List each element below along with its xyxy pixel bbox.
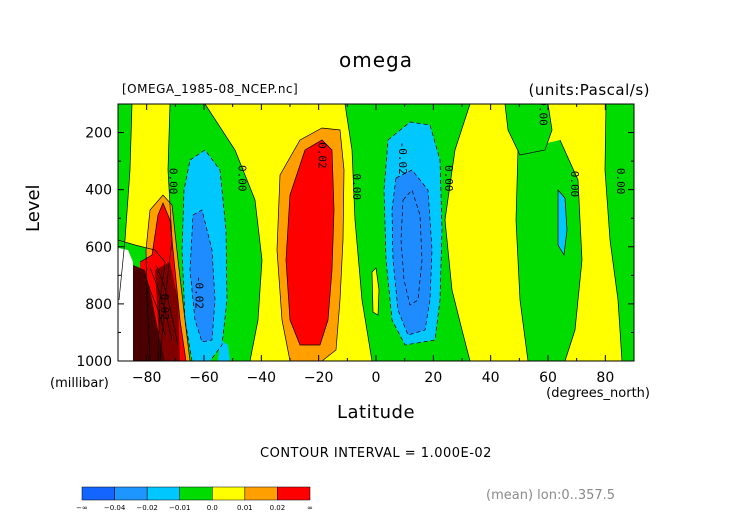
contour-line xyxy=(285,139,335,346)
contour-label: 0.00 xyxy=(568,171,581,198)
y-tick-label: 400 xyxy=(85,183,112,199)
dark-core-80s xyxy=(133,265,165,361)
legend-swatch xyxy=(179,486,213,501)
legend-label: −∞ xyxy=(76,504,88,512)
legend-label: 0.0 xyxy=(207,504,218,512)
red-cell-20s xyxy=(286,140,334,345)
y-tick-label: 800 xyxy=(85,297,112,313)
legend-label: 0.02 xyxy=(270,504,286,512)
contour-line xyxy=(155,264,179,346)
contour-line xyxy=(139,202,187,361)
y-tick-label: 200 xyxy=(85,126,112,142)
contour-label: -0.02 xyxy=(192,276,205,309)
contour-line xyxy=(204,104,263,361)
units-label: (units:Pascal/s) xyxy=(528,81,650,99)
green-band-northpole xyxy=(605,104,634,361)
x-tick-label: −80 xyxy=(132,370,162,386)
x-tick-label: −40 xyxy=(247,370,277,386)
contour-line xyxy=(145,194,191,361)
blue-cell-60s xyxy=(190,210,215,342)
contour-line-dashed xyxy=(189,149,228,361)
x-axis-title: Latitude xyxy=(336,402,416,423)
blue-cell-10n xyxy=(392,170,432,335)
contour-line-dashed xyxy=(400,189,423,306)
contour-line xyxy=(118,104,133,301)
file-label: [OMEGA_1985-08_NCEP.nc] xyxy=(122,82,299,96)
contour-line xyxy=(144,274,166,336)
contour-line xyxy=(515,149,529,361)
legend-label: −0.02 xyxy=(136,504,157,512)
contour-line-dashed xyxy=(383,121,443,346)
contour-label: 0.00 xyxy=(350,174,363,201)
footnote-mean: (mean) lon:0..357.5 xyxy=(486,488,616,503)
legend-label: ∞ xyxy=(307,504,313,512)
contour-label: 0.02 xyxy=(158,293,171,320)
contour-label: 0.02 xyxy=(316,142,329,169)
legend-swatch xyxy=(244,486,278,501)
y-tick-label: 1000 xyxy=(76,354,112,370)
missing-data-patch xyxy=(118,248,133,361)
x-axis-units: (degrees_north) xyxy=(546,386,650,401)
green-band-midlat-north xyxy=(505,104,552,155)
contour-interval-note: CONTOUR INTERVAL = 1.000E-02 xyxy=(260,446,492,461)
x-tick-label: −20 xyxy=(304,370,334,386)
y-tick-label: 600 xyxy=(85,240,112,256)
dark-core-80s-bottom xyxy=(155,262,180,361)
x-tick-label: 20 xyxy=(424,370,442,386)
x-tick-label: 40 xyxy=(482,370,500,386)
contour-line xyxy=(444,104,471,361)
plot-area: 0.00 0.00 0.02 0.00 -0.02 0.00 0.00 0.00 0.00 -0.… xyxy=(118,99,634,361)
contour-lines xyxy=(118,104,623,361)
x-tick-label: 60 xyxy=(539,370,557,386)
contour-line xyxy=(371,267,380,316)
contour-line xyxy=(149,267,173,341)
contour-line xyxy=(604,104,623,361)
contour-label: 0.00 xyxy=(167,168,180,195)
contour-label: -0.02 xyxy=(396,142,409,175)
green-band-50n xyxy=(516,140,582,361)
contour-label: 0.00 xyxy=(442,165,455,192)
contour-line xyxy=(559,139,583,361)
cyan-cell-60s-bottom xyxy=(218,340,230,361)
legend-swatch xyxy=(146,486,180,501)
contour-line xyxy=(276,174,291,361)
legend-swatch xyxy=(212,486,246,501)
contour-label: 0.00 xyxy=(235,165,248,192)
legend-label: 0.01 xyxy=(237,504,253,512)
contour-line xyxy=(504,104,553,156)
legend-swatch xyxy=(114,486,148,501)
chart-title: omega xyxy=(339,48,413,72)
legend-label: −0.04 xyxy=(104,504,126,512)
contour-line xyxy=(557,189,568,257)
negative-contour-lines xyxy=(181,121,443,361)
contour-line-dashed xyxy=(391,169,433,336)
contour-label: 0.00 xyxy=(536,99,549,126)
x-tick-label: 0 xyxy=(372,370,381,386)
legend-label: −0.01 xyxy=(169,504,190,512)
y-axis-units: (millibar) xyxy=(50,376,109,391)
contour-line xyxy=(118,239,166,361)
contour-line xyxy=(344,104,373,361)
legend-swatch xyxy=(81,486,115,501)
contour-label: 0.00 xyxy=(614,168,627,195)
contour-line-dashed xyxy=(189,209,216,343)
x-tick-label: −60 xyxy=(189,370,219,386)
x-tick-label: 80 xyxy=(596,370,614,386)
cyan-cell-60n xyxy=(558,190,567,255)
legend-swatch xyxy=(277,486,311,501)
green-band-west xyxy=(118,104,132,361)
contour-line xyxy=(279,127,345,361)
